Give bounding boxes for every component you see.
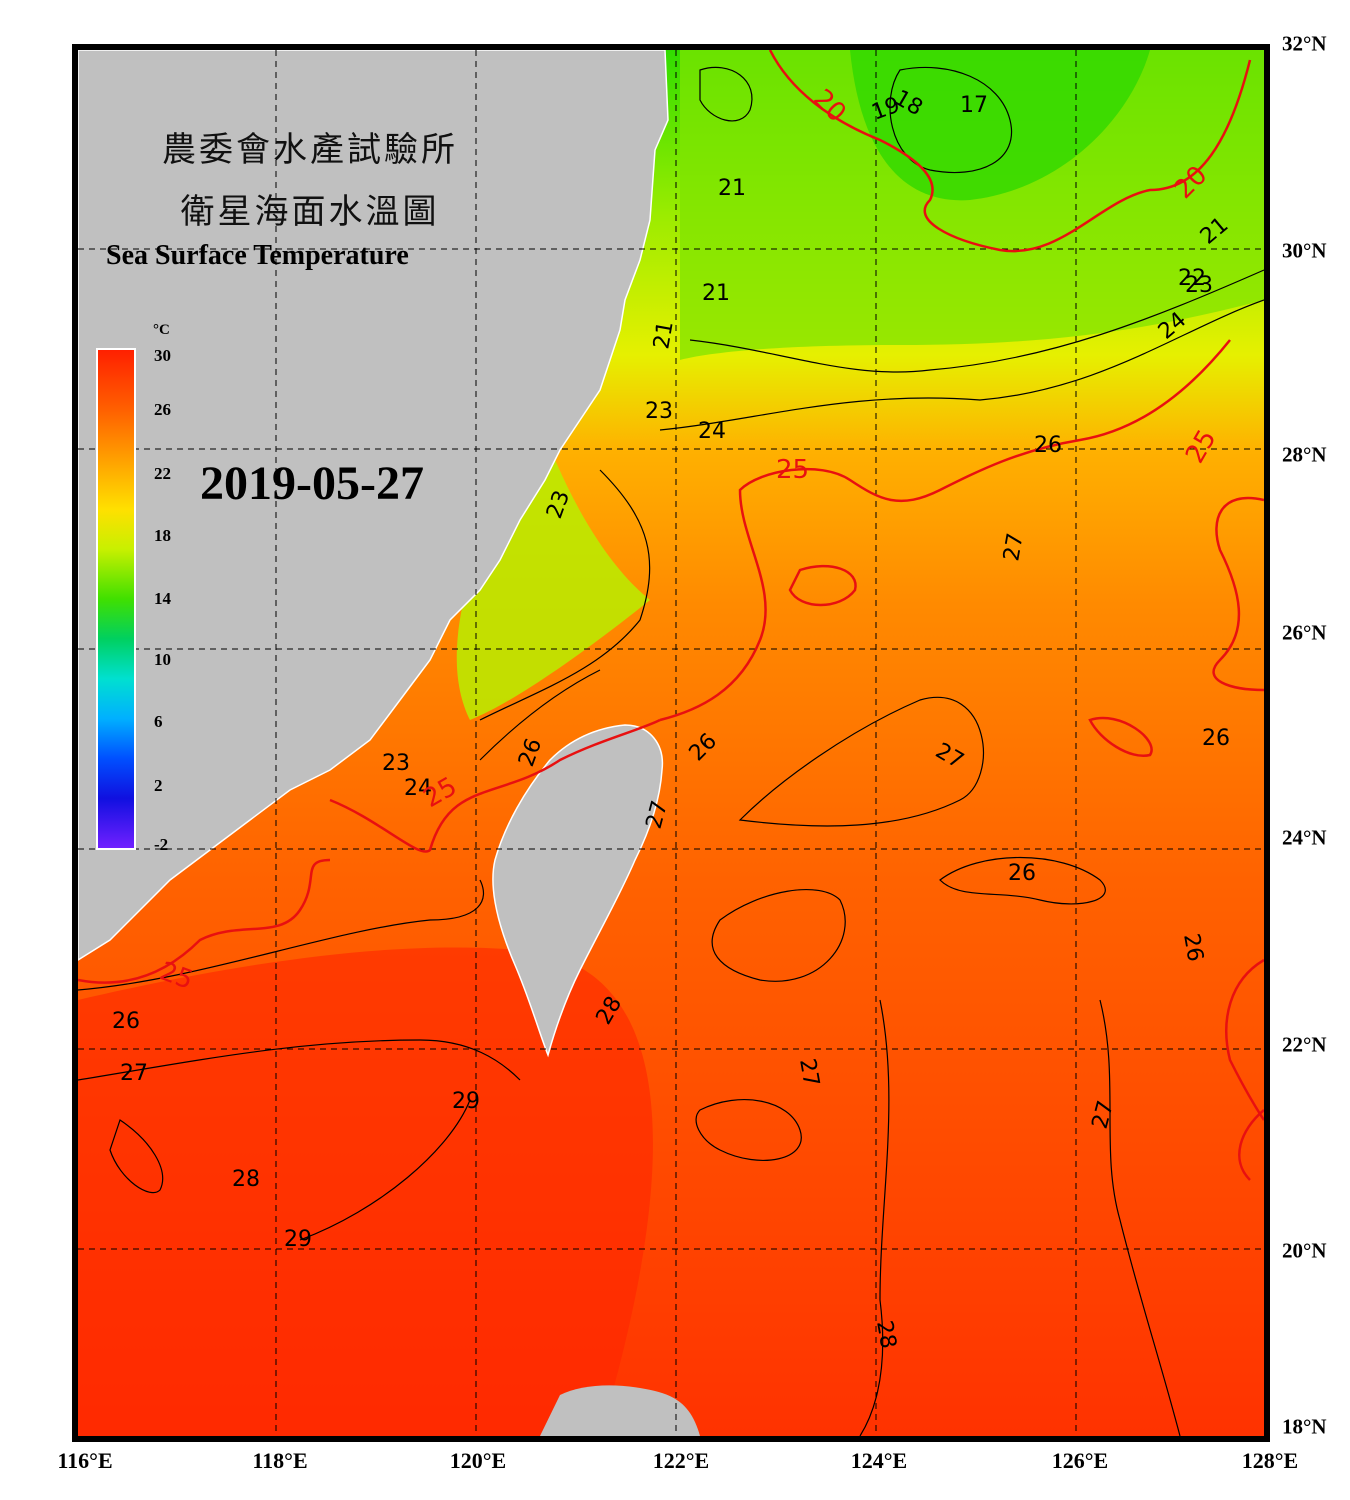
contour-label: 26	[1034, 433, 1062, 458]
contour-label: 29	[284, 1227, 312, 1252]
latitude-label: 20°N	[1282, 1238, 1327, 1263]
latitude-label: 28°N	[1282, 442, 1327, 467]
longitude-label: 128°E	[1241, 1448, 1299, 1473]
colorbar-tick: -2	[154, 835, 169, 854]
luzon-island	[540, 1385, 700, 1436]
latitude-label: 30°N	[1282, 238, 1327, 263]
title-english: Sea Surface Temperature	[106, 240, 409, 271]
contour-label: 21	[649, 319, 678, 351]
coldest-water-region	[850, 50, 1150, 201]
taiwan-island	[492, 724, 664, 1058]
contour-label: 29	[452, 1089, 480, 1114]
longitude-label: 116°E	[57, 1448, 113, 1473]
colorbar-tick: 18	[154, 526, 171, 545]
latitude-label: 32°N	[1282, 31, 1327, 56]
colorbar-tick: 2	[154, 776, 163, 795]
contour-label: 26	[1178, 932, 1207, 964]
contour-label: 27	[999, 531, 1028, 563]
title-chinese-map-name: 衛星海面水溫圖	[180, 192, 440, 232]
contour-label: 25	[776, 455, 809, 485]
contour-label: 21	[718, 176, 746, 201]
contour-label: 26	[1008, 861, 1036, 886]
longitude-label: 124°E	[850, 1448, 908, 1473]
colorbar-tick: 14	[154, 589, 171, 608]
colorbar-tick: 26	[154, 400, 171, 419]
contour-label: 23	[645, 399, 673, 424]
colorbar	[96, 348, 136, 850]
china-mainland	[78, 50, 669, 961]
colorbar-tick: 10	[154, 650, 171, 669]
contour-label: 22	[1178, 266, 1206, 291]
contour-label: 23	[382, 751, 410, 776]
contour-label: 26	[112, 1009, 140, 1034]
latitude-label: 22°N	[1282, 1032, 1327, 1057]
sst-map: 17 18 19 20 20 21 21 21 21 22 23 23 23 2…	[72, 44, 1270, 1442]
colorbar-tick: 22	[154, 464, 171, 483]
contour-label: 28	[232, 1167, 260, 1192]
longitude-label: 122°E	[652, 1448, 710, 1473]
title-chinese-institute: 農委會水產試驗所	[162, 130, 458, 170]
longitude-label: 120°E	[449, 1448, 507, 1473]
cool-water-region	[680, 50, 1264, 360]
isotherms-red	[78, 50, 1264, 1181]
longitude-label: 118°E	[252, 1448, 308, 1473]
contour-label: 21	[702, 281, 730, 306]
contour-label: 27	[794, 1057, 823, 1089]
colorbar-unit: °C	[153, 322, 170, 338]
isotherms-black	[78, 66, 1264, 1436]
contour-label: 27	[120, 1061, 148, 1086]
graticule	[78, 50, 1264, 1436]
latitude-label: 18°N	[1282, 1414, 1327, 1439]
colorbar-tick: 6	[154, 712, 163, 731]
contour-label: 23	[1185, 273, 1213, 298]
date-label: 2019-05-27	[200, 457, 424, 510]
colorbar-tick: 30	[154, 346, 171, 365]
latitude-label: 26°N	[1282, 620, 1327, 645]
contour-label: 28	[871, 1319, 900, 1351]
warm-water-region	[78, 947, 653, 1436]
contour-label: 17	[960, 93, 988, 118]
map-canvas: 17 18 19 20 20 21 21 21 21 22 23 23 23 2…	[78, 50, 1264, 1436]
contour-label: 24	[404, 776, 432, 801]
contour-label: 24	[698, 419, 726, 444]
contour-label: 26	[1202, 726, 1230, 751]
latitude-label: 24°N	[1282, 825, 1327, 850]
longitude-label: 126°E	[1051, 1448, 1109, 1473]
